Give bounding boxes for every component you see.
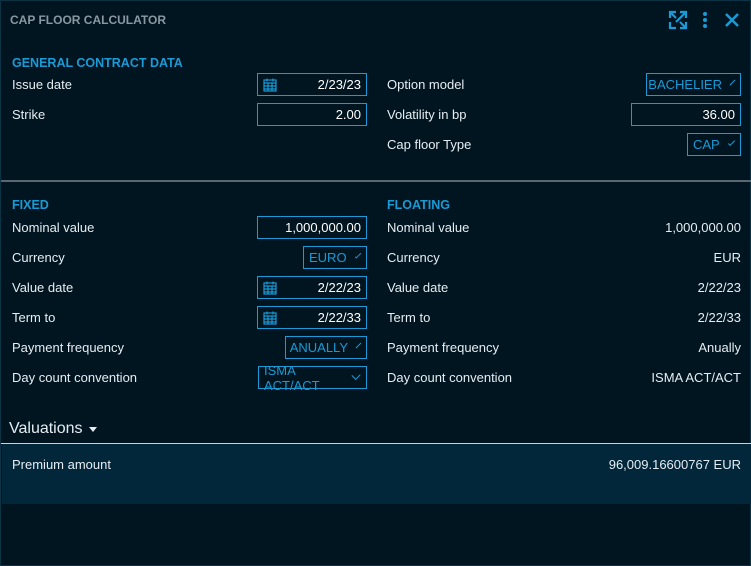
- chevron-down-icon: [729, 79, 736, 86]
- floating-term-to-label: Term to: [387, 310, 431, 325]
- fixed-term-to-label: Term to: [12, 310, 56, 325]
- issue-date-input[interactable]: 2/23/23: [257, 73, 367, 96]
- floating-value-date-value: 2/22/23: [697, 280, 741, 295]
- chevron-down-icon: [354, 252, 362, 259]
- valuations-divider: [1, 443, 751, 444]
- chevron-down-icon: [351, 370, 361, 381]
- volatility-input[interactable]: 36.00: [631, 103, 741, 126]
- issue-date-label: Issue date: [12, 77, 72, 92]
- window-title: CAP FLOOR CALCULATOR: [10, 13, 166, 27]
- floating-term-to-value: 2/22/33: [697, 310, 741, 325]
- chevron-down-icon: [355, 342, 362, 349]
- option-model-value: BACHELIER: [648, 77, 722, 92]
- premium-row: Premium amount 96,009.16600767 EUR: [2, 444, 751, 504]
- fixed-currency-label: Currency: [12, 250, 65, 265]
- floating-currency-value: EUR: [713, 250, 741, 265]
- fixed-day-count-label: Day count convention: [12, 370, 138, 385]
- valuations-heading: Valuations: [9, 420, 83, 437]
- valuations-toggle[interactable]: Valuations: [9, 420, 97, 438]
- section-divider: [1, 180, 751, 182]
- fixed-currency-value: EURO: [309, 250, 347, 265]
- fixed-day-count-select[interactable]: ISMA ACT/ACT: [258, 363, 367, 393]
- floating-payment-frequency-label: Payment frequency: [387, 340, 500, 355]
- chevron-down-icon: [727, 138, 735, 147]
- volatility-label: Volatility in bp: [387, 107, 467, 122]
- cap-floor-type-value: CAP: [693, 137, 720, 152]
- fixed-heading: FIXED: [12, 198, 49, 212]
- premium-value: 96,009.16600767 EUR: [608, 457, 741, 472]
- option-model-label: Option model: [387, 77, 465, 92]
- more-vertical-icon[interactable]: [694, 9, 716, 31]
- floating-day-count-value: ISMA ACT/ACT: [651, 370, 741, 385]
- fixed-term-to-value: 2/22/33: [317, 310, 361, 325]
- fixed-value-date-value: 2/22/23: [317, 280, 361, 295]
- issue-date-value: 2/23/23: [317, 77, 361, 92]
- volatility-value: 36.00: [702, 107, 735, 122]
- fixed-nominal-value: 1,000,000.00: [285, 220, 361, 235]
- floating-payment-frequency-value: Anually: [698, 340, 741, 355]
- floating-day-count-label: Day count convention: [387, 370, 513, 385]
- floating-value-date-label: Value date: [387, 280, 449, 295]
- option-model-select[interactable]: BACHELIER: [646, 73, 741, 96]
- calendar-icon[interactable]: [263, 281, 277, 295]
- floating-nominal-label: Nominal value: [387, 220, 470, 235]
- floating-nominal-value: 1,000,000.00: [665, 220, 741, 235]
- fixed-value-date-input[interactable]: 2/22/23: [257, 276, 367, 299]
- calendar-icon[interactable]: [263, 311, 277, 325]
- caret-down-icon: [88, 426, 97, 432]
- fixed-day-count-value: ISMA ACT/ACT: [264, 362, 320, 393]
- fixed-currency-select[interactable]: EURO: [303, 246, 367, 269]
- expand-icon[interactable]: [667, 9, 689, 31]
- cap-floor-type-select[interactable]: CAP: [687, 133, 741, 156]
- floating-heading: FLOATING: [387, 198, 450, 212]
- fixed-payment-frequency-value: ANUALLY: [289, 340, 348, 355]
- general-contract-heading: GENERAL CONTRACT DATA: [12, 56, 183, 70]
- premium-label: Premium amount: [12, 457, 111, 472]
- fixed-term-to-input[interactable]: 2/22/33: [257, 306, 367, 329]
- fixed-payment-frequency-label: Payment frequency: [12, 340, 125, 355]
- strike-value: 2.00: [335, 107, 361, 122]
- fixed-nominal-input[interactable]: 1,000,000.00: [257, 216, 367, 239]
- strike-label: Strike: [12, 107, 46, 122]
- floating-currency-label: Currency: [387, 250, 440, 265]
- calendar-icon[interactable]: [263, 78, 277, 92]
- cap-floor-type-label: Cap floor Type: [387, 137, 472, 152]
- fixed-value-date-label: Value date: [12, 280, 74, 295]
- close-icon[interactable]: [721, 9, 743, 31]
- fixed-payment-frequency-select[interactable]: ANUALLY: [285, 336, 367, 359]
- fixed-nominal-label: Nominal value: [12, 220, 95, 235]
- strike-input[interactable]: 2.00: [257, 103, 367, 126]
